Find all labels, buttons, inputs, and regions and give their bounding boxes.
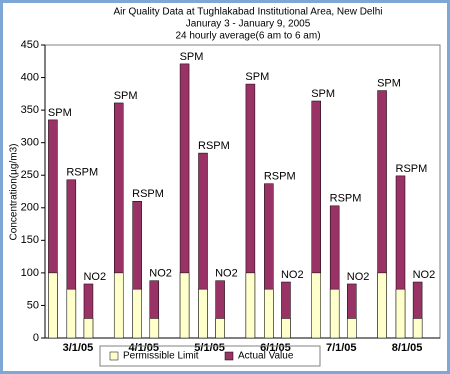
y-tick-label: 250 (21, 169, 39, 181)
bar-label: RSPM (66, 167, 98, 179)
limit-bar (311, 272, 321, 339)
limit-bar (48, 272, 58, 339)
bar-label: RSPM (396, 163, 428, 175)
limit-bar (215, 318, 225, 339)
limit-bar (83, 318, 94, 339)
y-tick-label: 150 (21, 234, 39, 246)
x-tick-label: 7/1/05 (326, 342, 357, 354)
x-tick-label: 5/1/05 (194, 342, 225, 354)
limit-bar (329, 288, 340, 339)
bar-label: RSPM (198, 140, 230, 152)
bar-label: SPM (311, 88, 335, 100)
limit-bar (377, 272, 387, 339)
bar-label: NO2 (149, 268, 172, 280)
bar-label: NO2 (347, 271, 370, 283)
y-tick-label: 50 (27, 299, 39, 311)
limit-bar (412, 318, 423, 339)
y-tick-label: 100 (21, 267, 39, 279)
bar-label: SPM (180, 51, 204, 63)
chart-subtitle: 24 hourly average(6 am to 6 am) (175, 31, 320, 42)
legend-label: Actual Value (238, 351, 294, 362)
bar-label: SPM (48, 107, 72, 119)
bar-label: RSPM (330, 193, 362, 205)
chart-title: Air Quality Data at Tughlakabad Institut… (113, 7, 382, 18)
bar-label: NO2 (413, 269, 436, 281)
chart-subtitle: Januray 3 - January 9, 2005 (186, 19, 311, 30)
bar-label: NO2 (83, 271, 106, 283)
limit-bar (198, 288, 208, 339)
bar-label: SPM (245, 71, 269, 83)
limit-bar (264, 288, 274, 339)
legend-swatch (224, 351, 234, 361)
limit-bar (281, 318, 291, 339)
x-tick-label: 3/1/05 (63, 342, 94, 354)
y-tick-label: 0 (33, 332, 39, 344)
limit-bar (132, 288, 142, 339)
x-tick-label: 6/1/05 (260, 342, 291, 354)
legend-box (99, 345, 321, 367)
bar-label: SPM (377, 77, 401, 89)
x-tick-label: 4/1/05 (128, 342, 159, 354)
y-tick-label: 400 (21, 71, 39, 83)
limit-bar (66, 288, 77, 339)
bar-label: NO2 (215, 268, 238, 280)
limit-bar (395, 288, 406, 339)
y-tick-label: 200 (21, 202, 39, 214)
limit-bar (149, 318, 160, 339)
y-tick-label: 350 (21, 104, 39, 116)
bar-label: RSPM (264, 171, 296, 183)
legend-label: Permissible Limit (123, 351, 199, 362)
y-axis-label: Concentration(µg/m3) (9, 144, 20, 241)
bar-label: NO2 (281, 269, 304, 281)
limit-bar (179, 272, 190, 339)
plot-area (44, 44, 441, 339)
limit-bar (113, 272, 124, 339)
bar-label: RSPM (132, 188, 164, 200)
y-tick-label: 300 (21, 137, 39, 149)
legend-swatch (109, 351, 119, 361)
limit-bar (347, 318, 357, 339)
bar-label: SPM (114, 90, 138, 102)
limit-bar (245, 272, 256, 339)
x-tick-label: 8/1/05 (392, 342, 423, 354)
y-tick-label: 450 (21, 39, 39, 51)
